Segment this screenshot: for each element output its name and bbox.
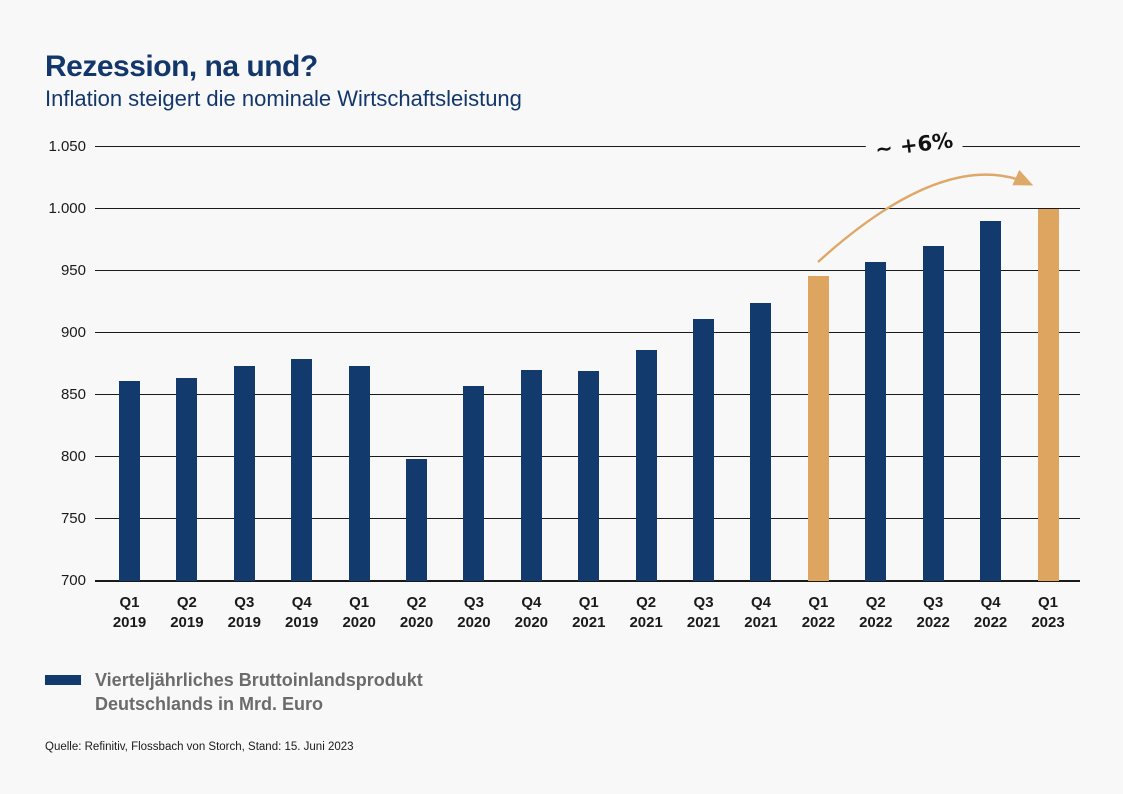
bar-q1-2021 xyxy=(578,371,600,581)
bar-q3-2021 xyxy=(693,319,715,581)
y-axis-tick-700: 700 xyxy=(60,572,86,589)
x-axis-tick-q2-2021: Q2 2021 xyxy=(629,594,663,631)
y-axis-tick-1.000: 1.000 xyxy=(48,200,86,217)
y-axis-tick-800: 800 xyxy=(60,448,86,465)
bar-q2-2021 xyxy=(635,350,657,581)
x-axis-tick-q4-2022: Q4 2022 xyxy=(973,594,1008,631)
y-axis-tick-900: 900 xyxy=(60,324,86,341)
bar-q1-2019 xyxy=(119,381,140,581)
bar-q4-2022 xyxy=(980,221,1002,581)
bar-q3-2019 xyxy=(233,366,255,581)
y-axis-tick-750: 750 xyxy=(60,510,86,527)
bar-q1-2020 xyxy=(348,366,370,581)
legend-label-line1: Vierteljährliches Bruttoinlandsprodukt xyxy=(95,670,423,690)
bar-q4-2021 xyxy=(750,303,772,581)
x-axis-tick-q1-2022: Q1 2022 xyxy=(801,594,836,631)
x-axis-tick-q4-2020: Q4 2020 xyxy=(514,594,549,631)
x-axis-tick-q3-2019: Q3 2019 xyxy=(227,594,261,631)
y-axis-tick-1.050: 1.050 xyxy=(48,138,86,155)
gridline-1.050 xyxy=(95,146,1080,147)
y-axis-tick-950: 950 xyxy=(60,262,86,279)
x-axis-tick-q3-2022: Q3 2022 xyxy=(916,594,950,631)
x-axis-tick-q1-2019: Q1 2019 xyxy=(112,594,147,631)
legend: Vierteljährliches Bruttoinlandsprodukt D… xyxy=(45,668,423,716)
x-axis-tick-q2-2022: Q2 2022 xyxy=(859,594,893,631)
bar-q1-2023 xyxy=(1037,209,1059,581)
legend-label-line2: Deutschlands in Mrd. Euro xyxy=(95,694,324,714)
bar-q2-2020 xyxy=(406,459,428,581)
y-axis-tick-850: 850 xyxy=(60,386,86,403)
x-axis-tick-q3-2021: Q3 2021 xyxy=(686,594,721,631)
bar-q2-2022 xyxy=(865,262,887,581)
x-axis-tick-q4-2019: Q4 2019 xyxy=(285,594,319,631)
bar-q1-2022 xyxy=(807,275,829,581)
bar-q2-2019 xyxy=(176,377,198,581)
x-axis-tick-q1-2021: Q1 2021 xyxy=(572,594,606,631)
gridline-1.000 xyxy=(95,208,1080,209)
bar-q3-2022 xyxy=(922,246,944,581)
gridline-700 xyxy=(95,580,1080,582)
chart-title: Rezession, na und? xyxy=(45,50,318,83)
legend-label: Vierteljährliches Bruttoinlandsprodukt D… xyxy=(95,668,423,716)
chart-subtitle: Inflation steigert die nominale Wirtscha… xyxy=(45,86,522,111)
gridline-950 xyxy=(95,270,1080,271)
bar-q3-2020 xyxy=(463,386,485,581)
bar-q4-2019 xyxy=(291,359,313,581)
bar-q4-2020 xyxy=(520,370,542,581)
x-axis-tick-q4-2021: Q4 2021 xyxy=(744,594,778,631)
source-note: Quelle: Refinitiv, Flossbach von Storch,… xyxy=(45,741,354,753)
x-axis-tick-q1-2020: Q1 2020 xyxy=(342,594,376,631)
x-axis-tick-q1-2023: Q1 2023 xyxy=(1031,594,1065,631)
x-axis-tick-q2-2019: Q2 2019 xyxy=(170,594,204,631)
x-axis-tick-q2-2020: Q2 2020 xyxy=(399,594,434,631)
gridline-900 xyxy=(95,332,1080,333)
x-axis-tick-q3-2020: Q3 2020 xyxy=(457,594,491,631)
legend-swatch xyxy=(45,675,81,685)
